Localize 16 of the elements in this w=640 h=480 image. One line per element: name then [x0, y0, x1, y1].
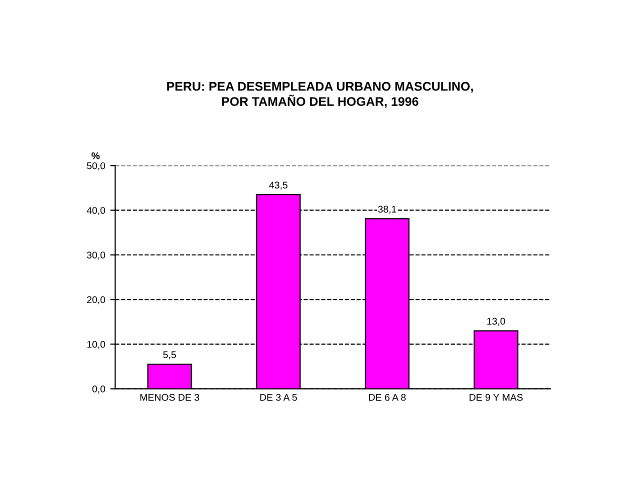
x-tick-label: DE 9 Y MAS	[470, 394, 523, 401]
y-tick-label: 10,0	[87, 340, 106, 349]
y-axis-title: %	[92, 152, 100, 160]
data-label: 5,5	[163, 351, 176, 360]
y-tick-label: 0,0	[92, 386, 106, 394]
data-label: 43,5	[269, 182, 288, 190]
y-tick-label: 20,0	[87, 296, 106, 304]
data-label: 13,0	[487, 318, 506, 326]
data-label: 38,1	[378, 206, 396, 214]
x-tick-label: MENOS DE 3	[140, 394, 200, 401]
x-tick-label: DE 6 A 8	[369, 394, 406, 401]
chart-title: PERU: PEA DESEMPLEADA URBANO MASCULINO, POR TAMAÑO DEL HOGAR, 1996	[167, 82, 473, 108]
y-tick-label: 30,0	[86, 252, 106, 260]
y-tick-label: 50,0	[86, 162, 106, 170]
y-tick-label: 40,0	[86, 206, 106, 216]
x-tick-label: DE 3 A 5	[260, 394, 297, 401]
